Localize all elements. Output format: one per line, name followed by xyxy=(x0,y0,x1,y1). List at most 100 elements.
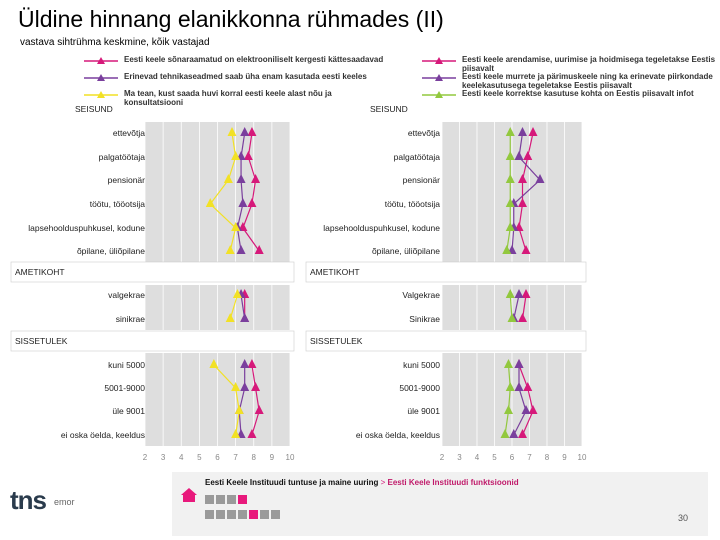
legend-label: Erinevad tehnikaseadmed saab üha enam ka… xyxy=(124,72,367,81)
legend-item: Erinevad tehnikaseadmed saab üha enam ka… xyxy=(84,72,384,89)
nav-square-active[interactable] xyxy=(249,510,258,519)
data-point xyxy=(240,127,250,136)
nav-square-active[interactable] xyxy=(238,495,247,504)
nav-squares-top[interactable] xyxy=(205,491,249,509)
nav-square[interactable] xyxy=(271,510,280,519)
section-box xyxy=(10,261,295,283)
x-tick-label: 3 xyxy=(161,453,166,462)
data-point xyxy=(231,382,241,391)
data-point xyxy=(240,359,250,368)
nav-square[interactable] xyxy=(205,495,214,504)
nav-square[interactable] xyxy=(216,495,225,504)
nav-squares-bottom[interactable] xyxy=(205,506,282,524)
data-point xyxy=(205,198,215,207)
nav-square[interactable] xyxy=(227,495,236,504)
data-point xyxy=(251,174,261,183)
series-line xyxy=(213,364,240,436)
x-tick-label: 2 xyxy=(143,453,148,462)
legend-right: Eesti keele arendamise, uurimise ja hoid… xyxy=(422,55,720,106)
data-point xyxy=(247,429,257,438)
nav-square[interactable] xyxy=(227,510,236,519)
data-point xyxy=(231,429,241,438)
legend-marker xyxy=(422,74,456,81)
nav-square[interactable] xyxy=(260,510,269,519)
row-label: lapsehoolduspuhkusel, kodune xyxy=(28,223,145,233)
legend-marker xyxy=(84,91,118,98)
data-point xyxy=(236,245,246,254)
row-label: palgatöötaja xyxy=(99,152,146,162)
legend-marker xyxy=(422,57,456,64)
data-point xyxy=(247,359,257,368)
data-point xyxy=(247,127,257,136)
data-point xyxy=(240,382,250,391)
data-point xyxy=(247,198,257,207)
row-label: töötu, tööotsija xyxy=(90,199,146,209)
chart-left: SEISUND ettevõtja palgatöötaja pensionär töö… xyxy=(10,104,295,462)
legend-item: Eesti keele murrete ja pärimuskeele ning… xyxy=(422,72,720,90)
data-point xyxy=(251,382,261,391)
row-label: üle 9001 xyxy=(112,406,145,416)
source-link[interactable]: Eesti Keele Instituudi funktsioonid xyxy=(387,478,519,487)
legend-label: Eesti keele sõnaraamatud on elektroonili… xyxy=(124,55,384,64)
row-label: õpilane, üliõpilane xyxy=(77,246,145,256)
series-line xyxy=(251,364,260,436)
footer-panel xyxy=(172,472,708,536)
source-breadcrumb: Eesti Keele Instituudi tuntuse ja maine … xyxy=(205,478,519,487)
data-point xyxy=(238,198,248,207)
legend-label: Eesti keele murrete ja pärimuskeele ning… xyxy=(462,72,713,90)
data-point xyxy=(225,245,235,254)
x-tick-label: 9 xyxy=(270,453,275,462)
page-title: Üldine hinnang elanikkonna rühmades (II) xyxy=(18,6,444,32)
data-point xyxy=(209,359,219,368)
data-point xyxy=(223,174,233,183)
legend-marker xyxy=(84,57,118,64)
tns-logo-sub: emor xyxy=(54,497,75,507)
data-point xyxy=(231,222,241,231)
section-header: AMETIKOHT xyxy=(15,267,65,277)
page-number: 30 xyxy=(678,513,689,523)
nav-square[interactable] xyxy=(205,510,214,519)
x-tick-label: 4 xyxy=(179,453,184,462)
data-point xyxy=(231,151,241,160)
row-label: kuni 5000 xyxy=(108,360,145,370)
row-label: pensionär xyxy=(108,175,146,185)
data-point xyxy=(225,313,235,322)
data-point xyxy=(232,289,242,298)
legend-item: Eesti keele sõnaraamatud on elektroonili… xyxy=(84,55,384,72)
series-line xyxy=(229,294,239,320)
source-text: Eesti Keele Instituudi tuntuse ja maine … xyxy=(205,478,379,487)
series-line xyxy=(238,365,246,436)
page-subtitle: vastava sihtrühma keskmine, kõik vastaja… xyxy=(20,37,210,48)
tns-logo: tns xyxy=(10,485,47,515)
data-point xyxy=(254,245,264,254)
data-point xyxy=(227,127,237,136)
nav-square[interactable] xyxy=(238,510,247,519)
legend-item: Ma tean, kust saada huvi korral eesti ke… xyxy=(84,89,384,107)
data-point xyxy=(240,313,250,322)
section-box xyxy=(10,330,295,352)
section-header: SEISUND xyxy=(75,104,113,114)
legend-left: Eesti keele sõnaraamatud on elektroonili… xyxy=(84,55,384,107)
row-label: sinikrae xyxy=(116,314,146,324)
legend-item: Eesti keele arendamise, uurimise ja hoid… xyxy=(422,55,720,73)
x-tick-label: 8 xyxy=(252,453,257,462)
x-tick-label: 10 xyxy=(286,453,295,462)
x-tick-label: 5 xyxy=(197,453,202,462)
row-label: valgekrae xyxy=(108,290,145,300)
x-tick-label: 7 xyxy=(233,453,238,462)
data-point xyxy=(254,405,264,414)
row-label: ei oska öelda, keeldus xyxy=(61,430,145,440)
legend-label: Eesti keele korrektse kasutuse kohta on … xyxy=(462,89,694,98)
section-header: SISSETULEK xyxy=(15,336,68,346)
legend-item: Eesti keele korrektse kasutuse kohta on … xyxy=(422,89,720,106)
legend-label: Ma tean, kust saada huvi korral eesti ke… xyxy=(124,89,332,107)
legend-marker xyxy=(422,91,456,98)
nav-square[interactable] xyxy=(216,510,225,519)
breadcrumb-separator: > xyxy=(380,478,386,487)
data-point xyxy=(243,151,253,160)
legend-label: Eesti keele arendamise, uurimise ja hoid… xyxy=(462,55,716,73)
row-label: ettevõtja xyxy=(113,128,145,138)
row-label: 5001-9000 xyxy=(104,383,145,393)
home-icon[interactable] xyxy=(181,488,197,502)
legend-marker xyxy=(84,74,118,81)
